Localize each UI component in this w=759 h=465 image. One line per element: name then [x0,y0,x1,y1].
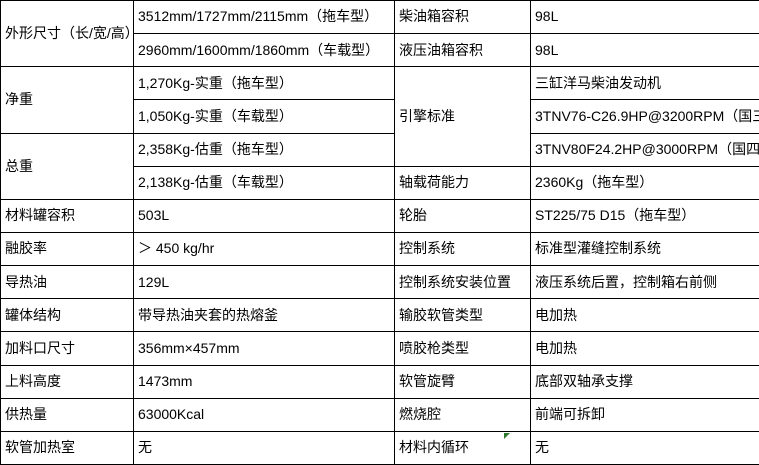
row-value-hose-type: 电加热 [530,298,759,333]
table-row: 加料口尺寸 356mm×457mm 喷胶枪类型 电加热 [0,331,759,366]
row-value-hose-heating-chamber: 无 [133,430,395,465]
row-value-melt-rate: ＞ 450 kg/hr [133,231,395,267]
row-value-gross-weight-truck: 2,138Kg-估重（车载型） [133,165,395,200]
table-row: 外形尺寸（长/宽/高） 3512mm/1727mm/2115mm（拖车型） 柴油… [0,0,759,68]
row-label-tank-structure: 罐体结构 [0,298,134,333]
row-value-loading-height: 1473mm [133,364,395,399]
row-value-axle-load-capacity: 2360Kg（拖车型） [530,165,759,200]
row-label-gross-weight: 总重 [0,132,134,200]
row-label-combustion-chamber: 燃烧腔 [394,397,531,432]
row-value-combustion-chamber: 前端可拆卸 [530,397,759,432]
row-label-dimensions: 外形尺寸（长/宽/高） [0,0,134,68]
row-value-dimensions-truck: 2960mm/1600mm/1860mm（车载型） [133,33,395,68]
row-value-control-system-location: 液压系统后置，控制箱右前侧 [530,265,759,300]
row-label-hose-heating-chamber: 软管加热室 [0,430,134,465]
row-value-tire: ST225/75 D15（拖车型） [530,198,759,233]
table-row: 上料高度 1473mm 软管旋臂 底部双轴承支撑 [0,364,759,399]
row-label-melt-rate: 融胶率 [0,231,134,267]
row-label-control-system-location: 控制系统安装位置 [394,265,531,300]
row-value-material-tank-capacity: 503L [133,198,395,233]
row-label-heat-output: 供热量 [0,397,134,432]
row-value-material-recirculation: 无 [530,430,759,465]
table-row: 软管加热室 无 材料内循环 无 [0,430,759,465]
row-label-engine-standard: 引擎标准 [394,66,531,167]
row-label-tire: 轮胎 [394,198,531,233]
row-value-dimensions-trailer: 3512mm/1727mm/2115mm（拖车型） [133,0,395,35]
row-label-loading-height: 上料高度 [0,364,134,399]
table-row: 材料罐容积 503L 轮胎 ST225/75 D15（拖车型） [0,198,759,233]
table-row: 2,138Kg-估重（车载型） 轴载荷能力 2360Kg（拖车型） [1,165,759,200]
row-value-spray-gun-type: 电加热 [530,331,759,366]
table-row: 罐体结构 带导热油夹套的热熔釜 输胶软管类型 电加热 [0,298,759,333]
row-value-tank-structure: 带导热油夹套的热熔釜 [133,298,395,333]
row-value-gross-weight-trailer: 2,358Kg-估重（拖车型） [133,132,395,167]
row-label-net-weight: 净重 [0,66,134,134]
row-value-heat-output: 63000Kcal [133,397,395,432]
row-value-engine-model-guo3: 3TNV76-C26.9HP@3200RPM（国三） [530,99,759,134]
row-value-diesel-tank-capacity: 98L [530,0,759,35]
row-label-spray-gun-type: 喷胶枪类型 [394,331,531,366]
row-value-net-weight-trailer: 1,270Kg-实重（拖车型） [133,66,395,101]
row-label-material-tank-capacity: 材料罐容积 [0,198,134,233]
row-label-heat-transfer-oil: 导热油 [0,265,134,300]
table-row: 净重 1,270Kg-实重（拖车型） 引擎标准 三缸洋马柴油发动机 [0,66,759,167]
row-label-hydraulic-tank-capacity: 液压油箱容积 [394,33,531,68]
row-value-control-system: 标准型灌缝控制系统 [530,231,759,267]
row-label-hose-boom: 软管旋臂 [394,364,531,399]
row-value-net-weight-truck: 1,050Kg-实重（车载型） [133,99,395,134]
row-label-material-recirculation: 材料内循环 [394,430,531,465]
row-label-diesel-tank-capacity: 柴油箱容积 [394,0,531,35]
row-value-hydraulic-tank-capacity: 98L [530,33,759,68]
row-value-engine-model-guo4: 3TNV80F24.2HP@3000RPM（国四） [530,132,759,167]
table-row: 2960mm/1600mm/1860mm（车载型） 液压油箱容积 98L [1,33,759,68]
row-label-control-system: 控制系统 [394,231,531,267]
row-value-hose-boom: 底部双轴承支撑 [530,364,759,399]
table-row: 供热量 63000Kcal 燃烧腔 前端可拆卸 [0,397,759,432]
table-row: 融胶率 ＞ 450 kg/hr 控制系统 标准型灌缝控制系统 [0,231,759,267]
row-label-hose-type: 输胶软管类型 [394,298,531,333]
table-row: 总重 2,358Kg-估重（拖车型） 3TNV80F24.2HP@3000RPM… [0,132,759,200]
row-value-feed-opening-size: 356mm×457mm [133,331,395,366]
row-value-engine-type: 三缸洋马柴油发动机 [530,66,759,101]
row-label-axle-load-capacity: 轴载荷能力 [394,165,531,200]
table-row: 导热油 129L 控制系统安装位置 液压系统后置，控制箱右前侧 [0,265,759,300]
row-label-feed-opening-size: 加料口尺寸 [0,331,134,366]
row-value-heat-transfer-oil: 129L [133,265,395,300]
